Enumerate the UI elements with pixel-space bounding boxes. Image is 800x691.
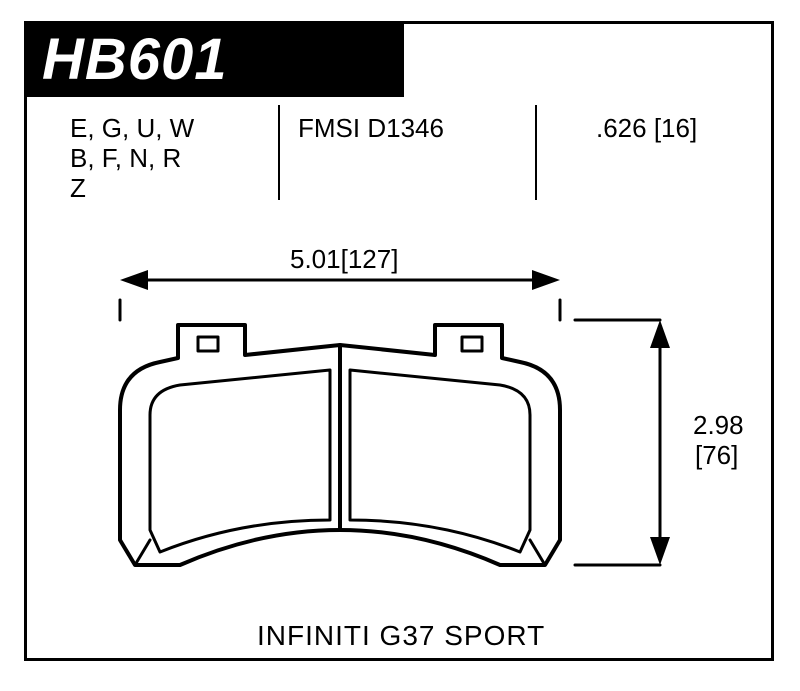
brake-pad-outline bbox=[120, 325, 560, 565]
height-dimension bbox=[575, 320, 670, 565]
brake-pad-diagram bbox=[0, 0, 800, 691]
height-dimension-label-bottom: [76] bbox=[695, 440, 738, 471]
width-dimension-label: 5.01[127] bbox=[290, 244, 398, 275]
height-dimension-label-top: 2.98 bbox=[693, 410, 744, 441]
width-dimension bbox=[120, 270, 560, 320]
application-label: INFINITI G37 SPORT bbox=[257, 620, 545, 652]
